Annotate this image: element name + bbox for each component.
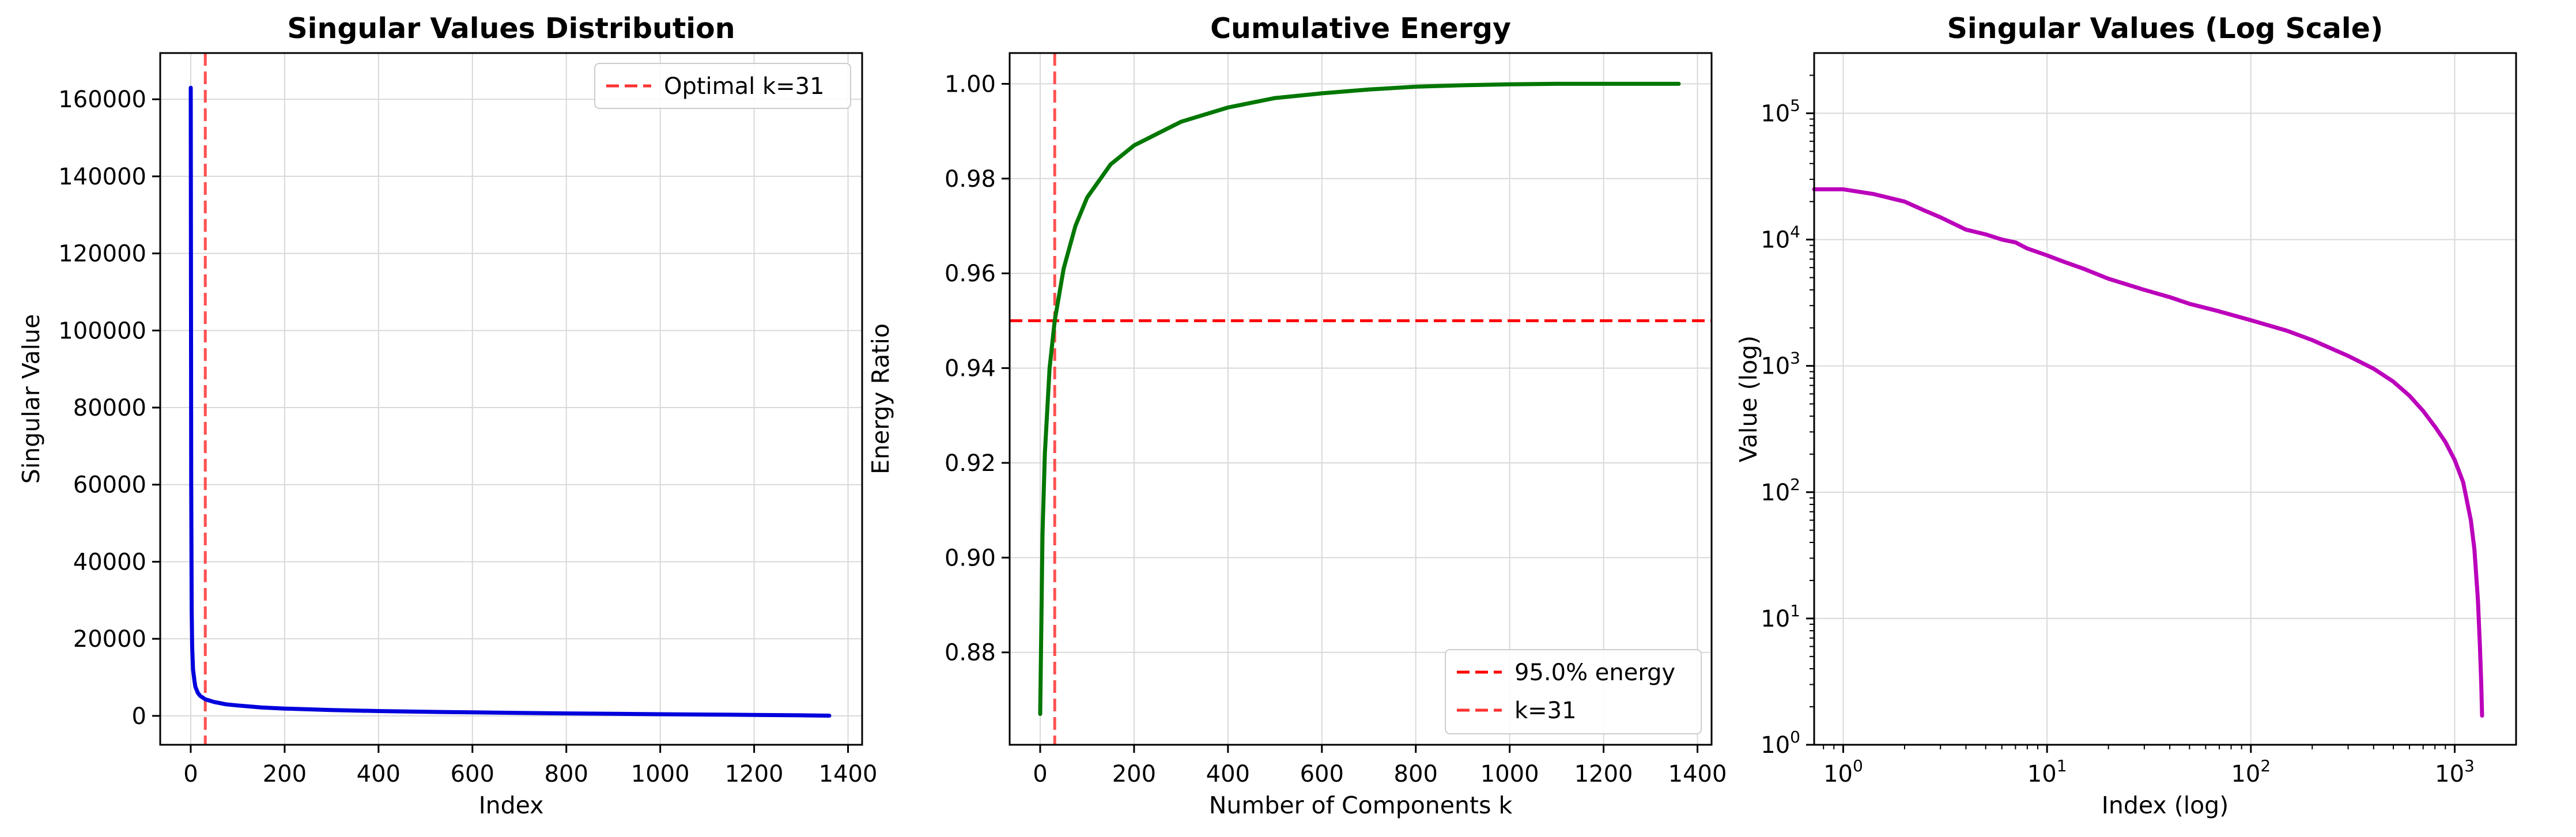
chart-title: Singular Values (Log Scale) [1947, 12, 2384, 45]
data-series [1038, 81, 1681, 717]
y-tick-label: 140000 [58, 164, 146, 190]
y-axis-label: Value (log) [1735, 335, 1762, 462]
chart-title: Cumulative Energy [1210, 12, 1511, 45]
y-axis-ticks: 0 20000 40000 60000 80000 100000 120000 140000 1… [58, 86, 160, 730]
y-tick-label: 0.90 [945, 545, 996, 571]
x-tick-label: 1000 [631, 761, 690, 787]
x-tick-label: 103 [2435, 756, 2475, 787]
y-tick-label: 160000 [58, 86, 146, 113]
y-tick-label: 60000 [73, 472, 146, 499]
x-tick-label: 0 [183, 761, 198, 787]
x-tick-label: 1200 [725, 761, 784, 787]
grid-lines [1814, 53, 2516, 745]
y-axis-ticks: 0.88 0.90 0.92 0.94 0.96 0.98 1.00 [945, 71, 1010, 666]
y-tick-label: 40000 [73, 549, 146, 575]
x-tick-label: 0 [1033, 761, 1047, 787]
x-tick-label: 1200 [1574, 761, 1633, 787]
axes-frame [1009, 52, 1713, 746]
y-tick-label: 20000 [73, 626, 146, 653]
series-line [188, 85, 832, 718]
x-tick-label: 600 [451, 761, 494, 787]
y-tick-label: 0 [132, 703, 146, 730]
legend-label-energy-threshold: 95.0% energy [1514, 659, 1675, 686]
legend-label-k: k=31 [1514, 698, 1577, 724]
y-axis-label: Energy Ratio [867, 323, 894, 474]
singular-values-chart: 0 200 400 600 800 1000 1200 1400 0 20000 40000 600… [17, 12, 877, 819]
chart-title: Singular Values Distribution [287, 12, 735, 45]
x-axis-ticks: 100 101 102 103 [1823, 745, 2475, 787]
legend-box [1445, 649, 1702, 734]
x-tick-label: 200 [263, 761, 307, 787]
y-tick-label: 100000 [58, 318, 146, 344]
axes-frame [159, 52, 863, 746]
plot-border [159, 52, 863, 746]
y-tick-label: 80000 [73, 395, 146, 421]
data-series [1812, 187, 2484, 718]
axes-frame [1813, 52, 2517, 746]
x-axis-label: Number of Components k [1209, 791, 1513, 819]
x-tick-label: 1400 [1668, 761, 1727, 787]
x-tick-label: 800 [1394, 761, 1438, 787]
cumulative-energy-chart: 0 200 400 600 800 1000 1200 1400 0.880.900.920.… [867, 12, 1727, 819]
y-tick-label: 0.94 [945, 356, 996, 382]
data-series [188, 85, 832, 718]
legend: 95.0% energy k=31 [1445, 649, 1702, 734]
y-tick-label: 0.98 [945, 166, 996, 193]
y-tick-label: 0.92 [945, 450, 996, 477]
x-axis-label: Index [479, 791, 544, 819]
x-tick-label: 1000 [1480, 761, 1539, 787]
grid-lines [160, 53, 862, 745]
y-axis-label: Singular Value [17, 314, 45, 484]
legend-label-optimal-k: Optimal k=31 [664, 73, 825, 100]
x-tick-label: 800 [545, 761, 588, 787]
series-line [1038, 81, 1681, 717]
y-tick-label: 0.96 [945, 261, 996, 287]
plot-border [1813, 52, 2517, 746]
series-line [1812, 187, 2484, 718]
legend: Optimal k=31 [594, 63, 851, 109]
x-axis-label: Index (log) [2102, 791, 2228, 819]
x-tick-label: 400 [357, 761, 401, 787]
x-tick-label: 200 [1112, 761, 1156, 787]
x-axis-ticks: 0 200 400 600 800 1000 1200 1400 [1033, 745, 1727, 787]
x-tick-label: 600 [1300, 761, 1344, 787]
y-tick-label: 120000 [58, 241, 146, 267]
y-tick-label: 0.88 [945, 640, 996, 666]
legend-box [594, 63, 851, 109]
x-tick-label: 1400 [819, 761, 878, 787]
y-tick-label: 1.00 [945, 71, 996, 97]
plot-border [1009, 52, 1713, 746]
x-tick-label: 400 [1206, 761, 1250, 787]
x-axis-ticks: 0 200 400 600 800 1000 1200 1400 [183, 745, 877, 787]
